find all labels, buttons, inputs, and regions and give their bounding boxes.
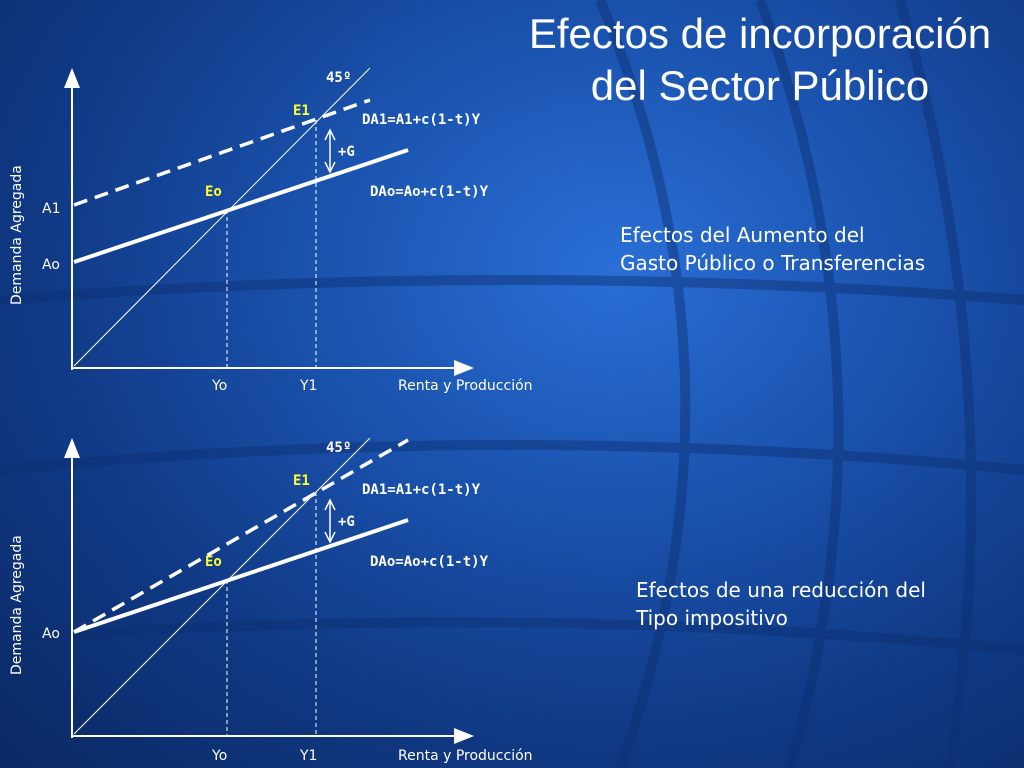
x-tick-y1: Y1	[299, 748, 317, 764]
y-tick-ao: Ao	[42, 626, 60, 642]
note-2-line-1: Efectos de una reducción del	[636, 578, 926, 602]
diagram-2-svg: Demanda Agregada Renta y Producción Yo Y…	[9, 437, 533, 764]
note-1-line-1: Efectos del Aumento del	[620, 223, 865, 247]
title-line-2: del Sector Público	[590, 62, 930, 109]
y-axis-label: Demanda Agregada	[9, 165, 25, 305]
y-tick-ao: Ao	[42, 257, 60, 273]
y-axis-label: Demanda Agregada	[9, 535, 25, 675]
line-da1	[73, 438, 409, 634]
diagram-public-spending: Demanda Agregada Renta y Producción Yo Y…	[0, 0, 600, 394]
y-tick-a1: A1	[42, 201, 60, 217]
label-45-degree: 45º	[326, 440, 351, 456]
point-e1-label: E1	[293, 103, 310, 119]
note-public-spending: Efectos del Aumento del Gasto Público o …	[620, 221, 925, 277]
line-da0	[73, 148, 409, 264]
point-eo-label: Eo	[205, 554, 222, 570]
point-e1-label: E1	[293, 473, 310, 489]
line-da1	[73, 98, 371, 207]
x-axis-label: Renta y Producción	[398, 748, 533, 764]
diagram-1-svg: Demanda Agregada Renta y Producción Yo Y…	[9, 67, 533, 394]
x-axis-label: Renta y Producción	[398, 378, 533, 394]
shift-label: +G	[338, 514, 355, 530]
da0-label: DAo=Ao+c(1-t)Y	[370, 554, 489, 570]
x-tick-y1: Y1	[299, 378, 317, 394]
x-tick-yo: Yo	[211, 378, 227, 394]
line-da0	[73, 518, 409, 634]
x-tick-yo: Yo	[211, 748, 227, 764]
line-45-degree	[73, 437, 371, 735]
da0-label: DAo=Ao+c(1-t)Y	[370, 184, 489, 200]
slide-title: Efectos de incorporación del Sector Públ…	[480, 8, 1024, 112]
line-45-degree	[73, 67, 371, 367]
da1-label: DA1=A1+c(1-t)Y	[362, 482, 481, 498]
label-45-degree: 45º	[326, 70, 351, 86]
title-line-1: Efectos de incorporación	[528, 10, 992, 57]
note-2-line-2: Tipo impositivo	[636, 606, 788, 630]
diagram-tax-reduction: Demanda Agregada Renta y Producción Yo Y…	[0, 370, 600, 764]
note-1-line-2: Gasto Público o Transferencias	[620, 251, 926, 275]
note-tax-reduction: Efectos de una reducción del Tipo imposi…	[636, 576, 926, 632]
point-eo-label: Eo	[205, 184, 222, 200]
shift-label: +G	[338, 144, 355, 160]
da1-label: DA1=A1+c(1-t)Y	[362, 112, 481, 128]
